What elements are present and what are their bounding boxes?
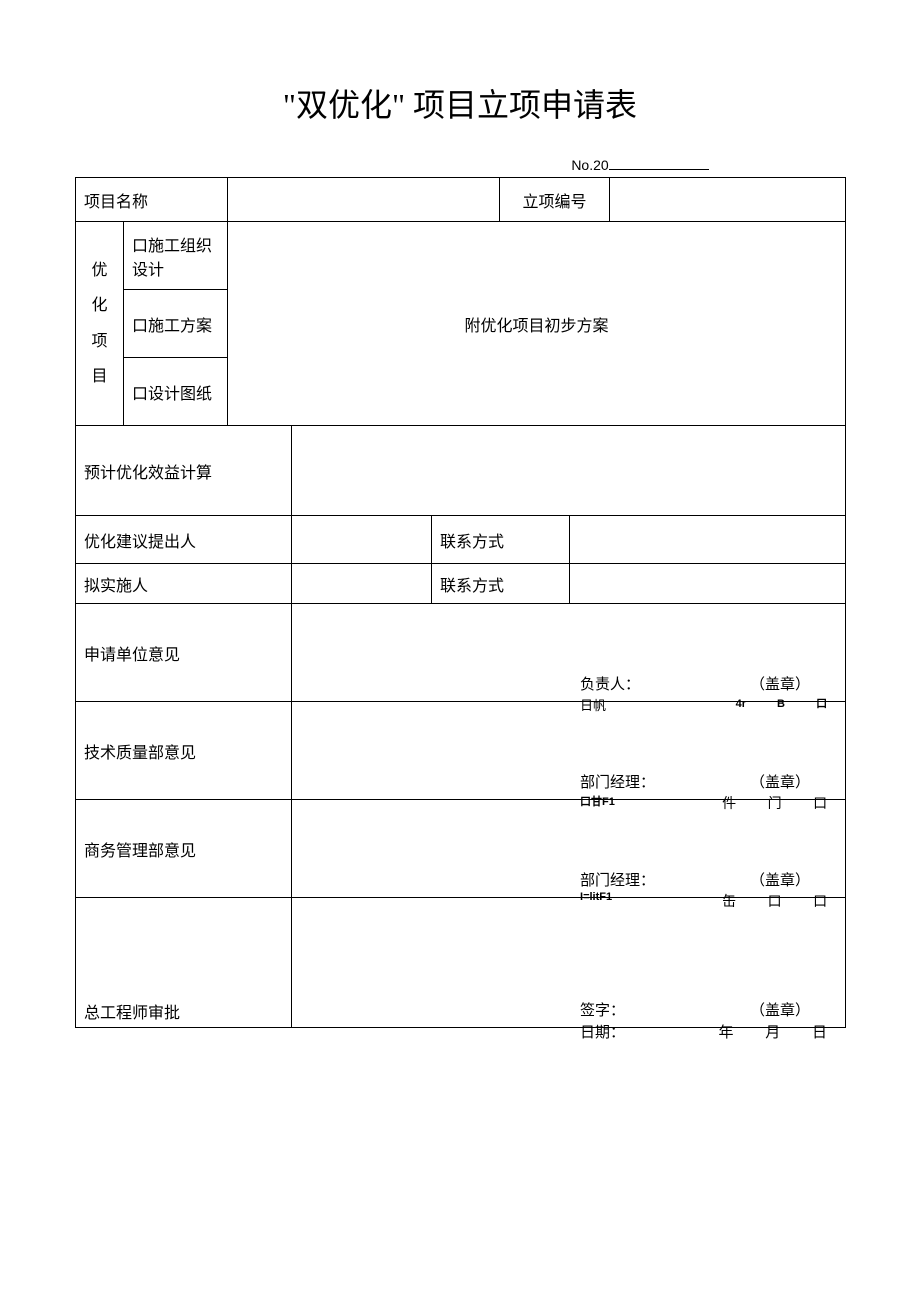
label-seal-2: （盖章） — [750, 771, 810, 792]
label-project-name: 项目名称 — [76, 178, 228, 222]
label-business-opinion: 商务管理部意见 — [76, 800, 292, 898]
label-seal-1: （盖章） — [750, 673, 810, 694]
value-implementer — [292, 564, 432, 604]
label-benefit-calculation: 预计优化效益计算 — [76, 426, 292, 516]
form-number-line: No.20 — [75, 156, 845, 175]
application-form-table: 项目名称 立项编号 优化项目 口施工组织设计 附优化项目初步方案 口施工方案 口… — [75, 177, 846, 1028]
label-seal-3: （盖章） — [750, 869, 810, 890]
label-proposer: 优化建议提出人 — [76, 516, 292, 564]
label-contact-2: 联系方式 — [432, 564, 570, 604]
signature-area-tech: 部门经理： （盖章） 口甘F1 件 门 口 — [292, 702, 846, 800]
signature-area-business: 部门经理： （盖章） I=litF1 缶 口 口 — [292, 800, 846, 898]
checkbox-design-drawing: 口设计图纸 — [124, 358, 228, 426]
label-optimization-project: 优化项目 — [76, 222, 124, 426]
label-chief-engineer-approval: 总工程师审批 — [76, 898, 292, 1028]
label-dept-manager-2: 部门经理： — [580, 869, 655, 890]
label-tech-quality-opinion: 技术质量部意见 — [76, 702, 292, 800]
value-contact-2 — [570, 564, 846, 604]
value-contact-1 — [570, 516, 846, 564]
checkbox-construction-org-design: 口施工组织设计 — [124, 222, 228, 290]
signature-area-chief: 签字： （盖章） 日期： 年 月 日 — [292, 898, 846, 1028]
label-signature: 签字： — [580, 999, 625, 1020]
label-day: 日 — [812, 1021, 827, 1042]
no-underline — [609, 156, 709, 170]
label-implementer: 拟实施人 — [76, 564, 292, 604]
form-title: "双优化" 项目立项申请表 — [75, 80, 845, 126]
label-attach-preliminary-plan: 附优化项目初步方案 — [228, 222, 846, 426]
label-contact-1: 联系方式 — [432, 516, 570, 564]
value-benefit-calculation — [292, 426, 846, 516]
label-responsible-person: 负责人： — [580, 673, 640, 694]
label-month: 月 — [765, 1021, 780, 1042]
label-applicant-opinion: 申请单位意见 — [76, 604, 292, 702]
label-year: 年 — [719, 1021, 734, 1042]
no-prefix: No.20 — [571, 157, 608, 173]
checkbox-construction-plan: 口施工方案 — [124, 290, 228, 358]
label-project-number: 立项编号 — [500, 178, 610, 222]
value-project-name — [228, 178, 500, 222]
label-dept-manager-1: 部门经理： — [580, 771, 655, 792]
value-proposer — [292, 516, 432, 564]
signature-area-applicant: 负责人： （盖章） 日帆 4r B 口 — [292, 604, 846, 702]
label-date: 日期： — [580, 1021, 625, 1042]
value-project-number — [610, 178, 846, 222]
label-seal-4: （盖章） — [750, 999, 810, 1020]
